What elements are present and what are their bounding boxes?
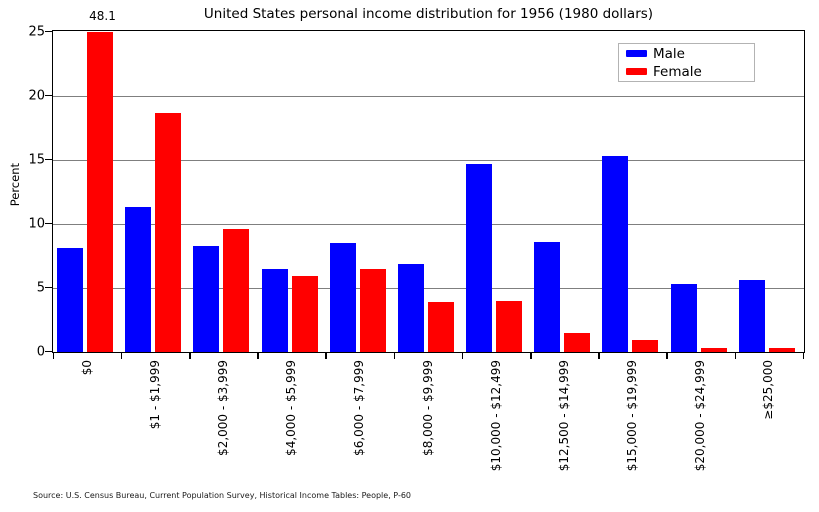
bar-male-3 xyxy=(193,245,220,352)
plot-area xyxy=(52,30,805,353)
x-tick-mark-10 xyxy=(734,353,737,359)
bar-female-10 xyxy=(700,348,727,352)
bar-male-7 xyxy=(466,163,493,352)
gridline-y-20 xyxy=(53,95,804,97)
x-tick-mark-1 xyxy=(120,353,123,359)
x-category-label-2: $1 - $1,999 xyxy=(147,360,162,430)
x-category-label-5: $6,000 - $7,999 xyxy=(352,360,367,456)
x-category-label-3: $2,000 - $3,999 xyxy=(215,360,230,456)
y-tick-label-10: 10 xyxy=(28,216,45,231)
gridline-y-10 xyxy=(53,223,804,225)
x-tick-mark-8 xyxy=(598,353,600,359)
y-tick-label-15: 15 xyxy=(28,152,45,167)
x-category-label-8: $12,500 - $14,999 xyxy=(556,360,571,472)
bar-male-11 xyxy=(738,280,765,352)
y-tick-mark-20 xyxy=(45,94,52,97)
x-category-label-1: $0 xyxy=(79,360,94,376)
y-tick-label-20: 20 xyxy=(28,88,45,103)
legend-label-female: Female xyxy=(653,63,702,80)
x-category-label-6: $8,000 - $9,999 xyxy=(420,360,435,456)
y-tick-label-5: 5 xyxy=(36,280,45,295)
source-citation: Source: U.S. Census Bureau, Current Popu… xyxy=(33,491,412,500)
x-tick-mark-2 xyxy=(189,353,191,359)
x-tick-mark-3 xyxy=(257,353,259,359)
bar-female-4 xyxy=(291,276,318,352)
x-tick-mark-11 xyxy=(802,353,805,359)
gridline-y-15 xyxy=(53,159,804,161)
x-category-label-9: $15,000 - $19,999 xyxy=(625,360,640,472)
bar-male-4 xyxy=(261,268,288,352)
bar-female-8 xyxy=(564,332,591,352)
gridline-y-5 xyxy=(53,287,804,289)
legend-label-male: Male xyxy=(653,45,685,62)
y-axis-label: Percent xyxy=(8,163,22,207)
bar-female-11 xyxy=(768,348,795,352)
x-category-label-7: $10,000 - $12,499 xyxy=(488,360,503,472)
bar-female-7 xyxy=(496,300,523,352)
bar-male-8 xyxy=(534,241,561,352)
bar-female-5 xyxy=(359,268,386,352)
x-tick-mark-4 xyxy=(325,353,327,359)
x-tick-mark-6 xyxy=(461,353,464,359)
bar-male-5 xyxy=(329,243,356,352)
chart-title: United States personal income distributi… xyxy=(203,6,654,22)
legend-item-male: Male xyxy=(626,46,754,62)
bar-female-6 xyxy=(427,302,454,352)
x-tick-mark-5 xyxy=(393,353,396,359)
bar-female-1 xyxy=(87,32,113,352)
y-tick-mark-5 xyxy=(45,286,52,289)
y-tick-label-0: 0 xyxy=(36,344,45,359)
female-series-swatch xyxy=(626,68,647,75)
x-category-label-4: $4,000 - $5,999 xyxy=(284,360,299,456)
y-tick-mark-15 xyxy=(45,158,52,161)
bar-male-2 xyxy=(125,207,152,352)
y-tick-mark-25 xyxy=(45,30,52,33)
bar-female-3 xyxy=(223,229,250,352)
bar-male-10 xyxy=(670,284,697,352)
clipped-bar-value-annotation: 48.1 xyxy=(89,9,116,23)
x-tick-mark-9 xyxy=(666,353,668,359)
y-tick-mark-0 xyxy=(45,350,52,353)
x-tick-mark-7 xyxy=(530,353,532,359)
x-tick-mark-0 xyxy=(52,353,55,359)
legend-item-female: Female xyxy=(626,64,754,80)
y-tick-label-25: 25 xyxy=(28,24,45,39)
y-tick-mark-10 xyxy=(45,222,52,225)
x-category-label-10: $20,000 - $24,999 xyxy=(693,360,708,472)
male-series-swatch xyxy=(626,50,647,57)
bar-male-6 xyxy=(397,263,424,352)
legend: Male Female xyxy=(618,43,755,82)
bar-female-2 xyxy=(155,112,182,352)
bar-male-1 xyxy=(57,248,83,352)
bar-male-9 xyxy=(602,156,629,352)
bar-female-9 xyxy=(632,340,659,352)
x-category-label-11: ≥$25,000 xyxy=(761,360,776,420)
